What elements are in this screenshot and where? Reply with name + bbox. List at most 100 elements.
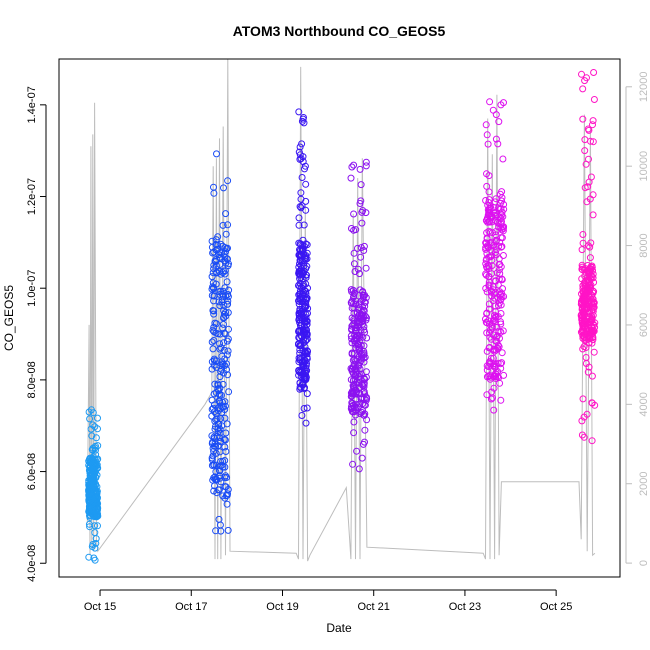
data-point [581,77,589,85]
data-point [352,364,360,372]
data-point [300,119,308,127]
data-point [585,273,593,281]
data-point [299,115,307,123]
data-point [91,522,99,530]
data-point [304,284,311,292]
data-point [92,539,100,547]
data-point [490,384,498,392]
data-point [587,265,595,273]
data-point [303,353,311,361]
data-point [212,363,220,371]
data-point [216,345,224,353]
data-point [94,510,102,518]
data-point [299,306,307,314]
data-point [589,211,597,219]
y-tick-label: 4.0e-08 [26,545,38,582]
series-5 [482,98,508,414]
y2-axis: 0 2000 4000 6000 8000 10000 12000 [625,71,650,566]
data-point [295,312,303,319]
data-point [220,310,228,318]
data-point [296,271,304,279]
data-point [299,282,307,290]
data-point [491,313,499,321]
data-point [359,312,367,319]
data-point [487,288,495,296]
data-point [295,354,303,362]
data-point [498,359,506,367]
y-tick-label: 8.0e-08 [26,361,38,398]
data-point [212,527,220,535]
data-point [498,208,506,216]
data-point [208,338,216,346]
data-point [589,117,597,125]
data-point [94,522,101,530]
data-point [492,277,500,285]
data-point [356,165,364,173]
data-point [482,315,489,323]
y-axis-label: CO_GEOS5 [2,285,16,351]
data-point [590,69,598,76]
data-point [222,308,229,316]
data-point [580,318,588,326]
data-point [295,214,303,222]
data-point [360,383,368,391]
data-point [347,405,355,413]
data-point [348,365,356,373]
data-point [301,375,309,382]
data-point [297,290,304,297]
data-point [224,347,232,355]
data-point [224,293,232,301]
data-point [222,210,230,218]
data-point [579,85,587,93]
data-point [484,140,492,148]
data-point [357,341,365,349]
data-point [497,215,505,223]
data-point [210,292,218,300]
data-point [297,341,305,349]
data-point [578,431,586,439]
data-point [220,436,228,443]
data-point [584,304,592,312]
data-point [578,265,586,273]
data-point [209,279,217,287]
data-point [296,346,304,354]
data-point [495,343,503,351]
data-point [212,416,220,424]
data-points [85,69,599,564]
data-point [590,96,598,103]
data-point [581,280,589,288]
data-point [214,381,222,389]
y2-tick-label: 6000 [638,313,650,337]
data-point [489,229,496,237]
data-point [296,379,304,387]
data-point [85,481,93,489]
data-point [579,231,587,238]
data-point [358,219,366,227]
data-point [212,449,220,457]
data-point [484,262,492,269]
data-point [495,213,503,221]
data-point [589,307,597,315]
data-point [221,270,229,278]
data-point [356,332,363,340]
data-point [295,270,303,278]
data-point [220,313,228,321]
data-point [85,408,93,416]
data-point [488,252,496,260]
data-point [495,299,503,307]
data-point [302,240,310,248]
data-point [210,310,218,318]
data-point [223,500,231,508]
data-point [360,401,368,409]
data-point [579,332,587,340]
plot-frame [58,58,621,578]
data-point [353,309,361,317]
data-point [91,459,99,467]
data-point [361,426,369,434]
data-point [221,483,229,491]
x-tick-label: Oct 15 [84,601,116,613]
x-tick-label: Oct 21 [358,601,390,613]
data-point [589,121,596,129]
data-point [216,467,224,475]
data-point [357,253,365,261]
